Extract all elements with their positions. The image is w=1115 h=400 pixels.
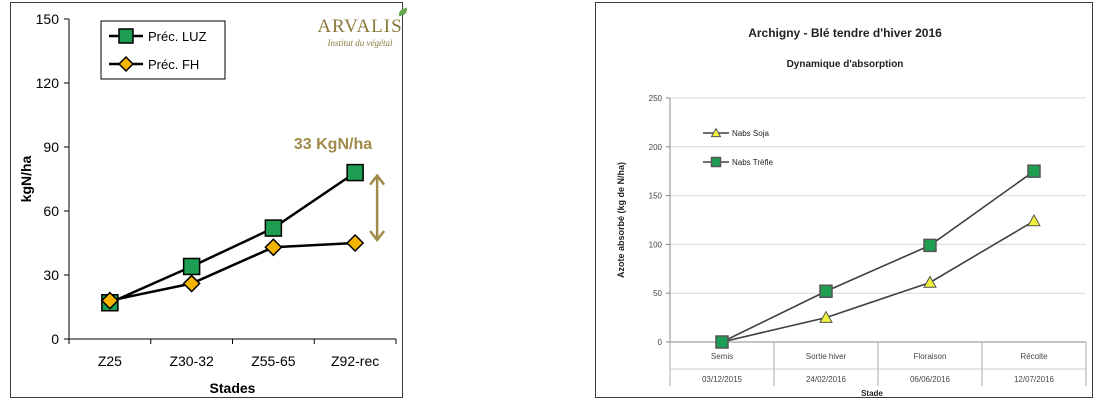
y-tick-label: 90 [43, 139, 59, 155]
chart-legend: Préc. LUZ Préc. FH [100, 20, 226, 80]
series-line [721, 170, 1035, 343]
x-tick-date: 03/12/2015 [702, 375, 743, 384]
y-tick-label: 100 [649, 240, 663, 249]
y-tick-label: 200 [649, 143, 663, 152]
logo-name: ARVALIS [317, 16, 403, 37]
y-tick-label: 150 [36, 11, 60, 27]
series-line [109, 241, 356, 302]
legend-label: Nabs Trèfle [732, 158, 773, 167]
data-point [346, 233, 365, 253]
data-point [182, 257, 201, 276]
right-chart: Archigny - Blé tendre d'hiver 2016 Dynami… [616, 26, 1087, 398]
y-axis-title: kgN/ha [18, 155, 34, 202]
x-axis-title: Stade [861, 389, 883, 398]
x-tick-date: 06/06/2016 [910, 375, 951, 384]
y-tick-label: 60 [43, 203, 59, 219]
annotation-label: 33 KgN/ha [294, 136, 372, 153]
legend-marker [710, 156, 722, 168]
arvalis-logo: ARVALIS Institut du végétal [314, 7, 409, 49]
x-tick-label: Semis [711, 352, 733, 361]
data-point [1027, 213, 1041, 227]
y-tick-label: 30 [43, 267, 59, 283]
legend-marker [117, 55, 135, 73]
y-axis-title: Azote absorbé (kg de N/ha) [616, 162, 626, 278]
data-point [182, 274, 201, 293]
x-tick-label: Z92-rec [331, 353, 379, 369]
data-point [923, 238, 937, 253]
legend-marker [118, 28, 134, 44]
left-chart-panel: 0 30 60 90 120 150 Z25 Z30-32 Z55-65 Z92-rec Stade… [10, 2, 409, 398]
y-tick-label: 120 [36, 75, 60, 91]
data-point [100, 291, 119, 310]
data-point [346, 163, 364, 182]
arrow-head-bottom [369, 230, 386, 243]
data-point [264, 219, 283, 237]
y-tick-label: 0 [658, 338, 663, 347]
x-tick-label: Sortie hiver [806, 352, 847, 361]
data-point [264, 238, 283, 257]
right-chart-panel: Archigny - Blé tendre d'hiver 2016 Dynami… [595, 2, 1093, 398]
x-tick-label: Z30-32 [169, 353, 214, 369]
legend-label: Préc. FH [148, 57, 199, 72]
chart-title: Archigny - Blé tendre d'hiver 2016 [748, 26, 942, 40]
series-line [721, 220, 1035, 343]
x-tick-date: 12/07/2016 [1014, 375, 1055, 384]
x-tick-label: Z55-65 [251, 353, 296, 369]
y-tick-label: 150 [649, 192, 663, 201]
left-chart: 0 30 60 90 120 150 Z25 Z30-32 Z55-65 Z92-rec Stade… [18, 11, 397, 396]
x-tick-label: Récolte [1020, 352, 1048, 361]
legend-label: Préc. LUZ [148, 29, 207, 44]
series-line [109, 171, 356, 304]
y-tick-label: 50 [653, 289, 662, 298]
logo-tagline: Institut du végétal [327, 38, 393, 48]
data-point [923, 275, 937, 288]
y-tick-label: 0 [51, 331, 59, 347]
legend-label: Nabs Soja [732, 129, 769, 138]
legend-marker [710, 127, 722, 138]
data-point [819, 284, 833, 298]
data-point [819, 310, 833, 323]
y-tick-label: 250 [649, 94, 663, 103]
data-point [1027, 164, 1041, 178]
chart-subtitle: Dynamique d'absorption [787, 59, 904, 70]
chart-legend: Nabs Soja Nabs Trèfle [703, 127, 773, 168]
arrow-head-top [369, 173, 386, 186]
data-point [715, 335, 729, 349]
x-tick-date: 24/02/2016 [806, 375, 847, 384]
x-tick-label: Floraison [914, 352, 947, 361]
x-axis-title: Stades [210, 380, 256, 396]
x-tick-label: Z25 [98, 353, 122, 369]
